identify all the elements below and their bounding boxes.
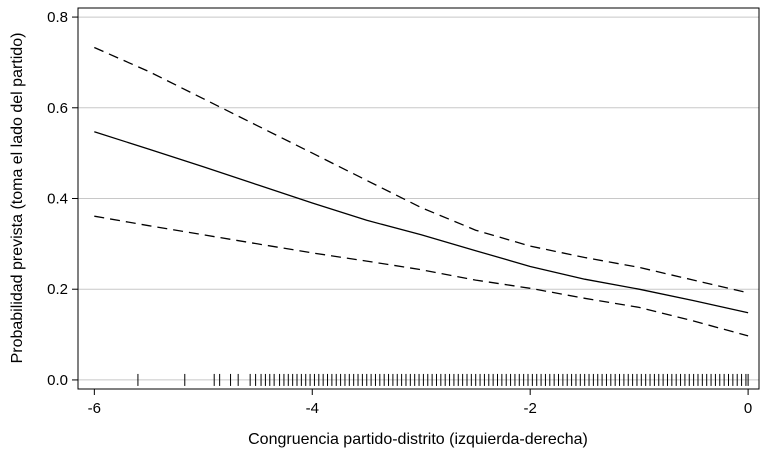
y-tick-label: 0.8 (47, 9, 68, 26)
x-tick-label: 0 (744, 400, 752, 417)
series-upper-bound (94, 46, 749, 294)
y-tick-label: 0.4 (47, 191, 68, 208)
y-tick-label: 0.2 (47, 281, 68, 298)
x-tick-label: -4 (306, 400, 319, 417)
rug-plot (137, 373, 749, 386)
x-tick-label: -2 (524, 400, 537, 417)
x-axis: -6 -4 -2 0 (88, 389, 752, 417)
x-axis-title: Congruencia partido-distrito (izquierda-… (248, 431, 588, 448)
series-estimate (94, 131, 749, 314)
gridlines (78, 16, 759, 381)
y-tick-label: 0.0 (47, 372, 68, 389)
series-lines (94, 46, 749, 337)
x-tick-label: -6 (88, 400, 101, 417)
series-lower-bound (94, 215, 749, 337)
y-axis-title: Probabilidad prevista (toma el lado del … (9, 33, 26, 364)
y-axis: 0.0 0.2 0.4 0.6 0.8 (47, 9, 78, 389)
y-tick-label: 0.6 (47, 100, 68, 117)
